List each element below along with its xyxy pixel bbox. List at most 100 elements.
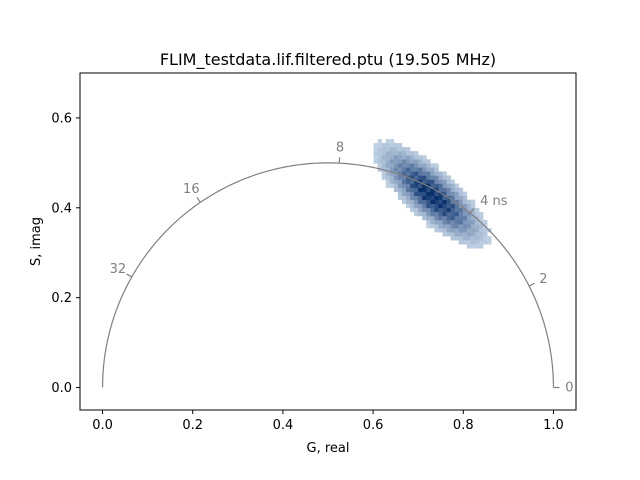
histogram-bin	[414, 187, 419, 192]
histogram-bin	[454, 187, 460, 192]
histogram-bin	[418, 183, 423, 188]
histogram-bin	[466, 244, 472, 249]
histogram-bin	[446, 219, 451, 225]
histogram-bin	[422, 171, 427, 176]
histogram-bin	[434, 183, 439, 188]
histogram-bin	[487, 236, 492, 241]
histogram-bin	[377, 147, 382, 152]
histogram-bin	[414, 151, 419, 156]
histogram-bin	[414, 207, 419, 213]
histogram-bin	[434, 199, 439, 205]
histogram-bin	[377, 155, 382, 160]
histogram-bin	[389, 139, 395, 144]
histogram-bin	[401, 187, 407, 192]
histogram-bin	[458, 211, 464, 217]
histogram-bin	[434, 187, 439, 192]
histogram-bin	[422, 199, 427, 205]
histogram-bin	[418, 211, 423, 217]
histogram-bin	[385, 175, 391, 180]
histogram-bin	[393, 147, 399, 152]
histogram-bin	[479, 240, 484, 245]
histogram-bin	[487, 240, 492, 245]
histogram-bin	[381, 171, 387, 176]
histogram-bin	[466, 199, 472, 205]
histogram-bin	[381, 155, 387, 160]
histogram-bin	[483, 232, 488, 237]
histogram-bin	[475, 240, 480, 245]
histogram-bin	[454, 183, 460, 188]
histogram-bin	[385, 167, 391, 172]
histogram-bin	[434, 223, 439, 229]
histogram-bin	[414, 163, 419, 168]
histogram-bin	[434, 167, 439, 172]
histogram-bin	[430, 167, 435, 172]
histogram-bin	[450, 228, 456, 233]
histogram-bin	[434, 191, 439, 196]
plot-area: 0 2 4 ns 8 16 32	[101, 139, 574, 396]
histogram-bin	[479, 228, 484, 233]
histogram-bin	[422, 163, 427, 168]
histogram-bin	[483, 219, 488, 225]
histogram-bin	[373, 159, 378, 164]
histogram-bin	[426, 167, 431, 172]
histogram-bin	[450, 215, 456, 221]
histogram-bin	[406, 203, 411, 209]
histogram-bin	[442, 171, 447, 176]
histogram-bin	[454, 203, 460, 209]
histogram-bin	[442, 183, 447, 188]
histogram-bin	[438, 179, 443, 184]
histogram-bin	[426, 195, 431, 201]
histogram-bin	[470, 219, 476, 225]
histogram-bin	[434, 228, 439, 233]
histogram-bin	[450, 219, 456, 225]
histogram-bin	[426, 203, 431, 209]
histogram-bin	[446, 211, 451, 217]
histogram-bin	[462, 228, 468, 233]
histogram-bin	[397, 183, 403, 188]
histogram-bin	[377, 159, 382, 164]
histogram-bin	[450, 232, 456, 237]
histogram-bin	[438, 228, 443, 233]
histogram-bin	[446, 199, 451, 205]
histogram-bin	[475, 211, 480, 217]
histogram-bin	[462, 203, 468, 209]
histogram-bin	[475, 228, 480, 233]
histogram-bin	[430, 199, 435, 205]
histogram-bin	[406, 187, 411, 192]
histogram-bin	[462, 219, 468, 225]
histogram-bin	[381, 159, 387, 164]
histogram-bin	[438, 191, 443, 196]
histogram-bin	[430, 171, 435, 176]
histogram-bin	[475, 232, 480, 237]
histogram-bin	[418, 203, 423, 209]
histogram-bin	[401, 199, 407, 205]
histogram-bin	[406, 183, 411, 188]
histogram-bin	[446, 175, 451, 180]
histogram-bin	[418, 167, 423, 172]
histogram-bin	[430, 211, 435, 217]
histogram-bin	[442, 219, 447, 225]
histogram-bin	[462, 211, 468, 217]
histogram-bin	[454, 199, 460, 205]
histogram-bin	[397, 191, 403, 196]
axes-frame	[79, 72, 577, 411]
histogram-bin	[462, 207, 468, 213]
histogram-bin	[426, 211, 431, 217]
histogram-bin	[401, 183, 407, 188]
histogram-bin	[401, 151, 407, 156]
histogram-bin	[454, 215, 460, 221]
histogram-bin	[397, 147, 403, 152]
histogram-bin	[430, 207, 435, 213]
histogram-bin	[426, 175, 431, 180]
histogram-bin	[450, 199, 456, 205]
histogram-bin	[470, 223, 476, 229]
histogram-bin	[470, 228, 476, 233]
histogram-bin	[442, 215, 447, 221]
histogram-bin	[438, 195, 443, 201]
histogram-bin	[389, 143, 395, 148]
x-tick-label: 0.2	[182, 418, 203, 433]
histogram-bin	[410, 187, 415, 192]
histogram-bin	[406, 147, 411, 152]
histogram-bin	[466, 211, 472, 217]
histogram-bin	[442, 191, 447, 196]
